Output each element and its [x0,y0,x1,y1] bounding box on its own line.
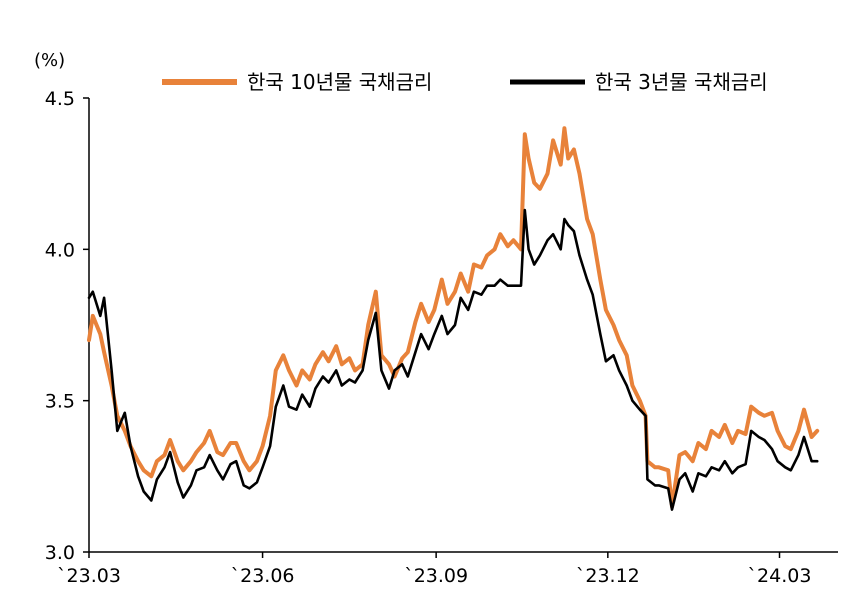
y-axis: 3.0 3.5 4.0 4.5 [45,88,90,564]
y-tick-label: 3.0 [45,542,75,564]
x-tick-label: `23.06 [231,565,295,587]
y-tick-label: 3.5 [45,391,75,413]
x-tick-label: `23.03 [57,565,121,587]
legend-label: 한국 3년물 국채금리 [595,70,768,94]
legend: 한국 10년물 국채금리 한국 3년물 국채금리 [162,70,768,94]
legend-label: 한국 10년물 국채금리 [247,70,432,94]
y-tick-label: 4.5 [45,88,75,110]
x-axis: `23.03 `23.06 `23.09 `23.12 `24.03 [57,551,838,587]
series-layer [87,126,820,511]
series-line-3y [87,208,819,511]
x-tick-label: `23.09 [404,565,468,587]
x-tick-label: `23.12 [576,565,640,587]
y-tick-label: 4.0 [45,239,75,261]
y-unit-label: (%) [34,50,65,71]
series-line-10y [87,126,820,509]
x-tick-label: `24.03 [748,565,812,587]
